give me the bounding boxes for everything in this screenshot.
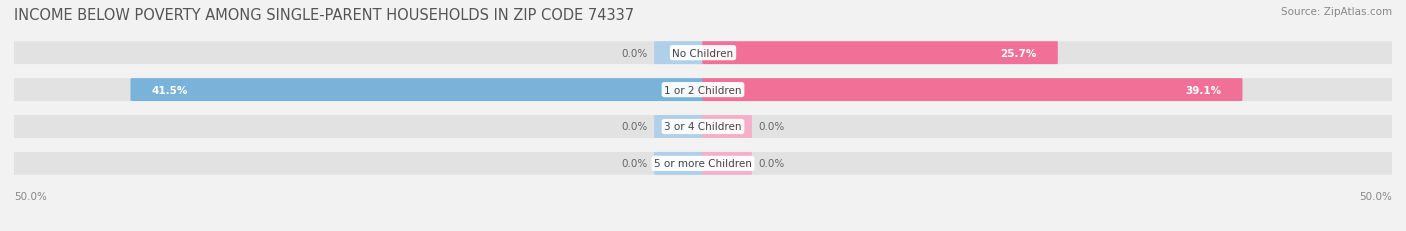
Text: 3 or 4 Children: 3 or 4 Children: [664, 122, 742, 132]
FancyBboxPatch shape: [654, 152, 703, 175]
Text: 1 or 2 Children: 1 or 2 Children: [664, 85, 742, 95]
Text: 5 or more Children: 5 or more Children: [654, 159, 752, 169]
Text: 0.0%: 0.0%: [758, 159, 785, 169]
FancyBboxPatch shape: [131, 79, 703, 102]
FancyBboxPatch shape: [14, 152, 1392, 175]
Text: INCOME BELOW POVERTY AMONG SINGLE-PARENT HOUSEHOLDS IN ZIP CODE 74337: INCOME BELOW POVERTY AMONG SINGLE-PARENT…: [14, 7, 634, 22]
FancyBboxPatch shape: [14, 116, 1392, 138]
Text: No Children: No Children: [672, 49, 734, 58]
FancyBboxPatch shape: [703, 42, 1057, 65]
Text: 0.0%: 0.0%: [621, 49, 648, 58]
Text: 50.0%: 50.0%: [14, 191, 46, 201]
Text: 0.0%: 0.0%: [758, 122, 785, 132]
Text: Source: ZipAtlas.com: Source: ZipAtlas.com: [1281, 7, 1392, 17]
FancyBboxPatch shape: [14, 79, 1392, 102]
FancyBboxPatch shape: [654, 116, 703, 138]
Text: 0.0%: 0.0%: [621, 122, 648, 132]
Text: 0.0%: 0.0%: [621, 159, 648, 169]
FancyBboxPatch shape: [703, 152, 752, 175]
Text: 25.7%: 25.7%: [1000, 49, 1036, 58]
FancyBboxPatch shape: [654, 42, 703, 65]
FancyBboxPatch shape: [703, 116, 752, 138]
Text: 39.1%: 39.1%: [1185, 85, 1220, 95]
Text: 41.5%: 41.5%: [152, 85, 188, 95]
Text: 50.0%: 50.0%: [1360, 191, 1392, 201]
FancyBboxPatch shape: [14, 42, 1392, 65]
FancyBboxPatch shape: [703, 79, 1243, 102]
